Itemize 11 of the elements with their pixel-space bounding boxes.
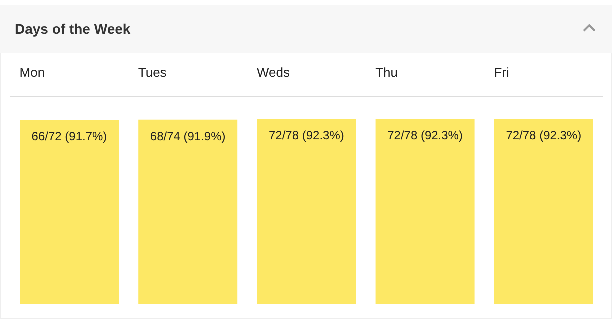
x-tick-label: Weds (257, 65, 290, 80)
data-label: 72/78 (92.3%) (388, 128, 463, 143)
x-tick-label: Thu (376, 65, 398, 80)
x-tick-label: Tues (138, 65, 168, 80)
data-label: 66/72 (91.7%) (32, 130, 108, 144)
data-label: 72/78 (92.3%) (506, 128, 582, 143)
x-tick-label: Fri (494, 65, 510, 80)
chart-title: Days of the Week (15, 21, 131, 37)
x-tick-label: Mon (20, 65, 46, 80)
data-label: 68/74 (91.9%) (150, 129, 226, 144)
data-label: 72/78 (92.3%) (269, 128, 344, 143)
